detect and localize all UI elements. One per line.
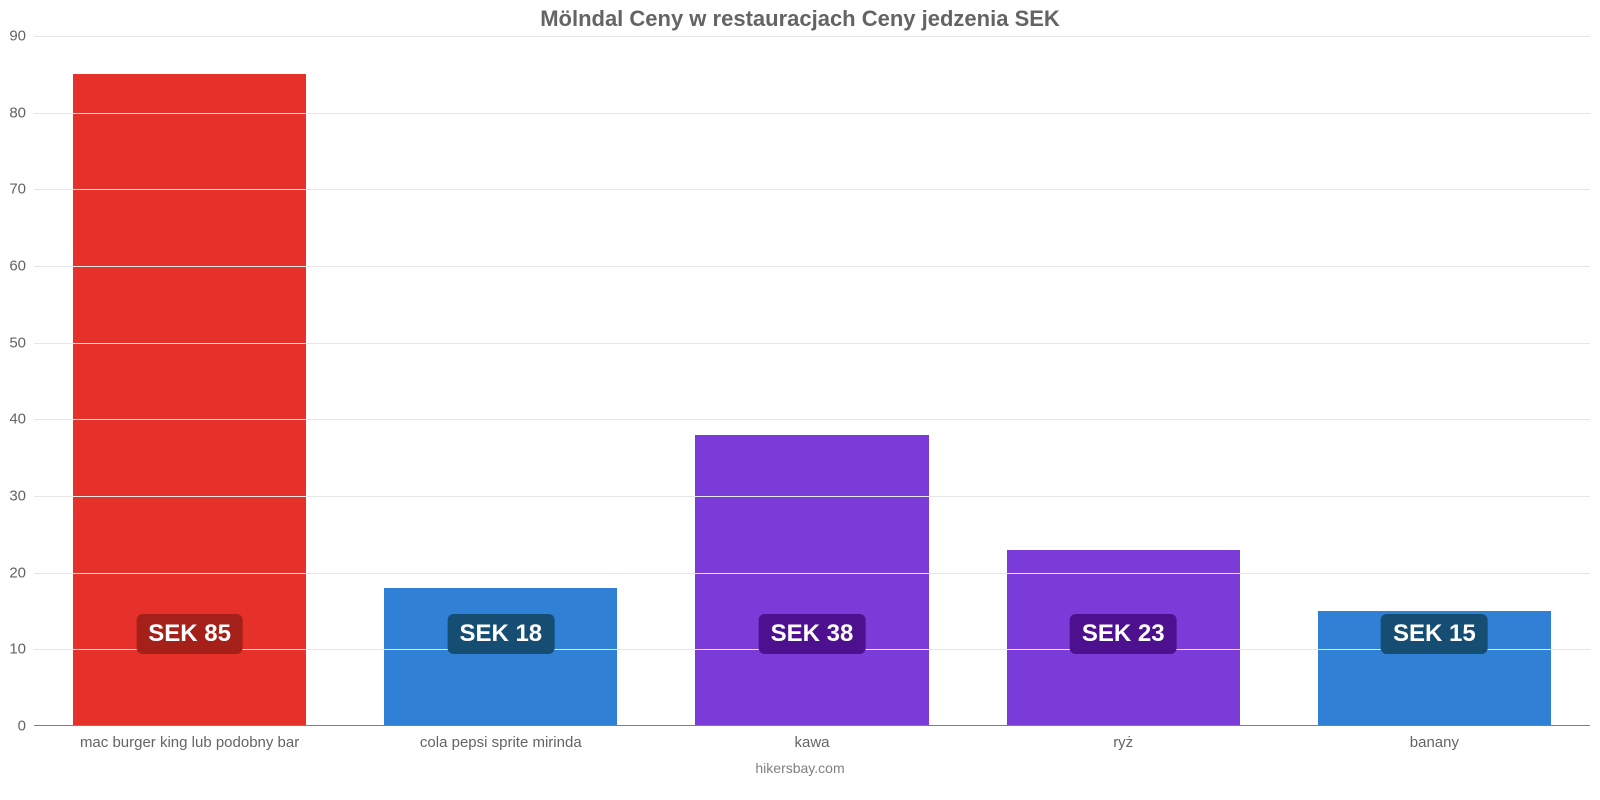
x-tick-label: banany: [1279, 734, 1590, 751]
price-bar-chart: Mölndal Ceny w restauracjach Ceny jedzen…: [0, 0, 1600, 800]
y-tick-label: 10: [0, 641, 26, 658]
value-badge: SEK 85: [136, 614, 243, 654]
y-tick-label: 30: [0, 488, 26, 505]
gridline: [34, 36, 1590, 37]
y-tick-label: 20: [0, 564, 26, 581]
gridline: [34, 573, 1590, 574]
chart-title: Mölndal Ceny w restauracjach Ceny jedzen…: [0, 6, 1600, 32]
x-tick-label: kawa: [656, 734, 967, 751]
y-tick-label: 70: [0, 181, 26, 198]
y-tick-label: 50: [0, 334, 26, 351]
y-tick-label: 90: [0, 28, 26, 45]
value-badge: SEK 23: [1070, 614, 1177, 654]
gridline: [34, 266, 1590, 267]
value-badge: SEK 38: [759, 614, 866, 654]
x-axis-line: [34, 725, 1590, 726]
x-tick-label: ryż: [968, 734, 1279, 751]
chart-footer: hikersbay.com: [0, 760, 1600, 776]
y-tick-label: 80: [0, 104, 26, 121]
gridline: [34, 113, 1590, 114]
y-tick-label: 60: [0, 258, 26, 275]
value-badge: SEK 18: [447, 614, 554, 654]
gridline: [34, 189, 1590, 190]
x-tick-label: cola pepsi sprite mirinda: [345, 734, 656, 751]
gridline: [34, 343, 1590, 344]
y-tick-label: 0: [0, 718, 26, 735]
plot-area: 0102030405060708090mac burger king lub p…: [34, 36, 1590, 726]
gridline: [34, 496, 1590, 497]
bar: [384, 588, 617, 726]
x-tick-label: mac burger king lub podobny bar: [34, 734, 345, 751]
y-tick-label: 40: [0, 411, 26, 428]
value-badge: SEK 15: [1381, 614, 1488, 654]
bar: [695, 435, 928, 726]
gridline: [34, 419, 1590, 420]
